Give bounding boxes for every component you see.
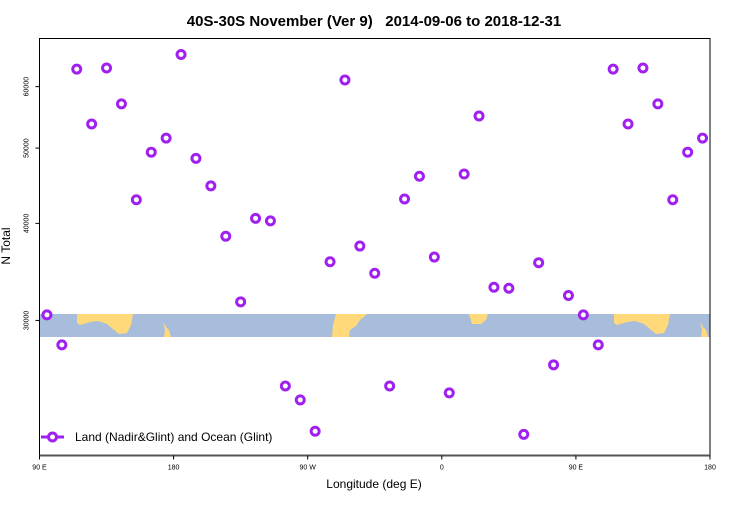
legend: Land (Nadir&Glint) and Ocean (Glint) xyxy=(41,430,272,444)
data-point xyxy=(220,230,232,242)
data-point xyxy=(71,63,83,75)
data-point xyxy=(309,425,321,437)
x-tick-label: 0 xyxy=(440,465,444,472)
data-point xyxy=(682,146,694,158)
data-point xyxy=(354,240,366,252)
data-point xyxy=(637,62,649,74)
data-points xyxy=(41,48,709,440)
y-tick-label: 60000 xyxy=(24,77,31,97)
chart-title: 40S-30S November (Ver 9) 2014-09-06 to 2… xyxy=(187,13,561,30)
ocean-band xyxy=(39,314,710,337)
data-point xyxy=(279,380,291,392)
land-africa xyxy=(469,314,488,324)
data-point xyxy=(607,63,619,75)
data-point xyxy=(339,74,351,86)
data-point xyxy=(294,394,306,406)
data-point xyxy=(130,194,142,206)
land-south-america xyxy=(332,314,367,337)
x-tick-label: 90 E xyxy=(569,465,584,472)
x-axis-label: Longitude (deg E) xyxy=(326,477,421,491)
data-point xyxy=(622,118,634,130)
data-point xyxy=(101,62,113,74)
data-point xyxy=(503,282,515,294)
x-tick-label: 90 E xyxy=(32,465,47,472)
data-point xyxy=(205,180,217,192)
y-axis-label: N Total xyxy=(0,227,13,264)
data-point xyxy=(577,309,589,321)
land-australia xyxy=(77,314,133,334)
data-point xyxy=(264,215,276,227)
data-point xyxy=(652,98,664,110)
data-point xyxy=(175,48,187,60)
y-tick-label: 30000 xyxy=(24,311,31,331)
data-point xyxy=(413,170,425,182)
data-point xyxy=(592,339,604,351)
data-point xyxy=(518,428,530,440)
data-point xyxy=(399,193,411,205)
y-axis: 30000 40000 50000 60000 xyxy=(24,77,40,330)
data-point xyxy=(428,251,440,263)
legend-label: Land (Nadir&Glint) and Ocean (Glint) xyxy=(75,430,272,444)
x-axis: 90 E 180 90 W 0 90 E 180 xyxy=(32,454,716,472)
data-point xyxy=(443,387,455,399)
data-point xyxy=(488,281,500,293)
data-point xyxy=(115,98,127,110)
land-australia-repeat xyxy=(614,314,670,334)
data-point xyxy=(190,152,202,164)
data-point xyxy=(41,309,53,321)
data-point xyxy=(160,132,172,144)
data-point xyxy=(473,110,485,122)
data-point xyxy=(384,380,396,392)
data-point xyxy=(458,168,470,180)
data-point xyxy=(250,212,262,224)
legend-marker xyxy=(47,431,58,443)
data-point xyxy=(86,118,98,130)
data-point xyxy=(235,296,247,308)
data-point xyxy=(562,290,574,302)
x-tick-label: 180 xyxy=(704,465,716,472)
data-point xyxy=(533,257,545,269)
plot-frame xyxy=(39,38,711,456)
land-tasmania-nz xyxy=(163,322,171,337)
data-point xyxy=(697,132,709,144)
map-background xyxy=(39,314,710,337)
data-point xyxy=(548,359,560,371)
y-tick-label: 50000 xyxy=(24,138,31,158)
data-point xyxy=(667,194,679,206)
data-point xyxy=(56,339,68,351)
data-point xyxy=(324,256,336,268)
data-point xyxy=(145,146,157,158)
y-tick-label: 40000 xyxy=(24,214,31,234)
land-new-zealand xyxy=(700,322,708,337)
data-point xyxy=(369,267,381,279)
x-tick-label: 180 xyxy=(168,465,180,472)
x-tick-label: 90 W xyxy=(300,465,317,472)
